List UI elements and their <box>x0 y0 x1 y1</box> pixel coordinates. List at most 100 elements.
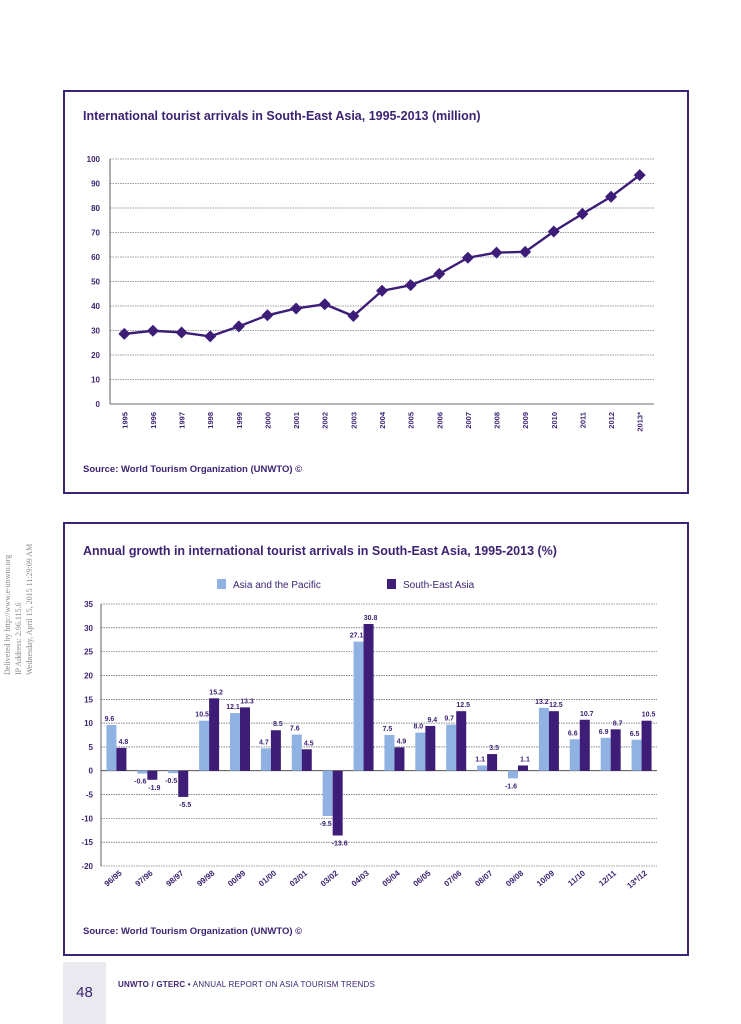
x-tick-label: 2010 <box>550 412 559 429</box>
x-tick-label: 05/04 <box>381 868 403 888</box>
data-point <box>519 245 532 258</box>
legend-item-asia-pacific: Asia and the Pacific <box>217 579 321 591</box>
chart-title: Annual growth in international tourist a… <box>83 544 557 558</box>
bar-south-east-asia <box>147 770 158 780</box>
data-label: 12.5 <box>456 702 470 709</box>
x-tick-label: 13*/12 <box>625 868 649 890</box>
data-point <box>547 225 560 238</box>
y-tick-label: 90 <box>91 180 100 189</box>
x-tick-label: 2012 <box>607 412 616 429</box>
y-tick-label: -5 <box>86 791 94 800</box>
y-tick-label: 5 <box>89 743 94 752</box>
bar-asia-pacific <box>569 739 580 771</box>
x-tick-label: 10/09 <box>535 868 557 888</box>
legend-swatch <box>387 579 396 589</box>
x-tick-label: 07/06 <box>442 868 464 888</box>
bar-south-east-asia <box>332 770 343 836</box>
bar-asia-pacific <box>106 724 117 771</box>
data-label: 4.7 <box>259 739 269 746</box>
x-tick-label: 2000 <box>263 412 272 429</box>
data-point <box>461 251 474 264</box>
chart-source: Source: World Tourism Organization (UNWT… <box>83 926 303 937</box>
bar-asia-pacific <box>199 720 210 771</box>
x-tick-label: 2001 <box>292 412 301 429</box>
data-point <box>261 309 274 322</box>
x-tick-label: 03/02 <box>319 868 341 888</box>
x-tick-label: 1996 <box>149 412 158 429</box>
data-label: 12.5 <box>549 702 563 709</box>
y-tick-label: 10 <box>91 376 100 385</box>
x-tick-label: 04/03 <box>350 868 372 888</box>
footer-report: ANNUAL REPORT ON ASIA TOURISM TRENDS <box>192 980 375 989</box>
growth-bar-chart: -20 -15 -10 -5 0 5 10 15 20 25 30 35 9.6 4.8 96/95 -0.6… <box>81 600 657 890</box>
y-tick-label: 25 <box>84 648 93 657</box>
bar-south-east-asia <box>394 747 405 771</box>
bar-asia-pacific <box>508 770 518 779</box>
watermark: Delivered by http://www.e-unwto.org IP A… <box>2 500 48 675</box>
bar-asia-pacific <box>168 770 179 774</box>
watermark-line: IP Address: 2.96.115.6 <box>14 602 23 675</box>
x-tick-label: 2004 <box>378 411 387 429</box>
bar-asia-pacific <box>260 748 271 771</box>
bar-asia-pacific <box>384 735 395 771</box>
bar-asia-pacific <box>477 765 488 771</box>
x-tick-label: 2009 <box>521 412 530 429</box>
bar-south-east-asia <box>240 707 250 771</box>
x-tick-label: 12/11 <box>597 868 618 888</box>
chart-source: Source: World Tourism Organization (UNWT… <box>83 464 303 475</box>
x-tick-label: 1999 <box>235 412 244 429</box>
data-label: 7.5 <box>383 726 393 733</box>
x-tick-label: 1997 <box>178 412 187 429</box>
y-tick-label: -10 <box>81 814 93 823</box>
y-tick-label: 70 <box>91 229 100 238</box>
y-tick-label: 10 <box>84 719 93 728</box>
data-label: 10.5 <box>642 712 656 719</box>
growth-chart-panel: Annual growth in international tourist a… <box>63 522 689 956</box>
data-label: 4.8 <box>119 739 129 746</box>
data-label: 6.9 <box>599 729 609 736</box>
data-label: 6.6 <box>568 730 578 737</box>
bar-south-east-asia <box>518 765 528 771</box>
data-point <box>175 326 188 339</box>
bar-asia-pacific <box>291 734 302 771</box>
y-tick-label: 20 <box>84 671 93 680</box>
bar-south-east-asia <box>270 730 281 771</box>
x-tick-label: 2008 <box>493 412 502 429</box>
data-label: 12.1 <box>226 704 240 711</box>
data-point <box>318 298 331 311</box>
data-point <box>347 310 360 323</box>
bar-south-east-asia <box>425 725 436 771</box>
data-label: -0.6 <box>134 779 146 786</box>
data-label: 8.7 <box>613 720 623 727</box>
bar-asia-pacific <box>353 641 364 771</box>
data-label: -1.9 <box>148 785 160 792</box>
footer-org: UNWTO / GTERC <box>118 980 186 989</box>
data-point <box>490 246 503 259</box>
x-tick-label: 97/96 <box>133 868 155 888</box>
data-label: 9.7 <box>444 716 454 723</box>
y-tick-label: 40 <box>91 302 100 311</box>
data-point <box>118 327 131 340</box>
y-tick-label: 50 <box>91 278 100 287</box>
x-tick-label: 00/99 <box>226 868 248 888</box>
data-label: 13.2 <box>535 699 549 706</box>
x-tick-label: 99/98 <box>195 868 217 888</box>
chart-title: International tourist arrivals in South-… <box>83 109 481 123</box>
data-label: 3.5 <box>489 745 499 752</box>
page-number-box: 48 <box>63 962 106 1024</box>
data-label: 15.2 <box>209 689 223 696</box>
x-tick-label: 2003 <box>349 412 358 429</box>
data-point <box>146 324 159 337</box>
data-label: 6.5 <box>630 731 640 738</box>
x-tick-label: 2005 <box>407 412 416 429</box>
data-label: 9.4 <box>427 717 437 724</box>
y-tick-label: 30 <box>84 624 93 633</box>
data-label: -13.6 <box>332 841 348 848</box>
data-label: 10.5 <box>195 712 209 719</box>
x-tick-label: 2002 <box>321 412 330 429</box>
x-tick-label: 11/10 <box>566 868 587 888</box>
data-point <box>404 279 417 292</box>
y-tick-label: 80 <box>91 204 100 213</box>
data-label: 7.6 <box>290 726 300 733</box>
bar-south-east-asia <box>610 729 621 771</box>
